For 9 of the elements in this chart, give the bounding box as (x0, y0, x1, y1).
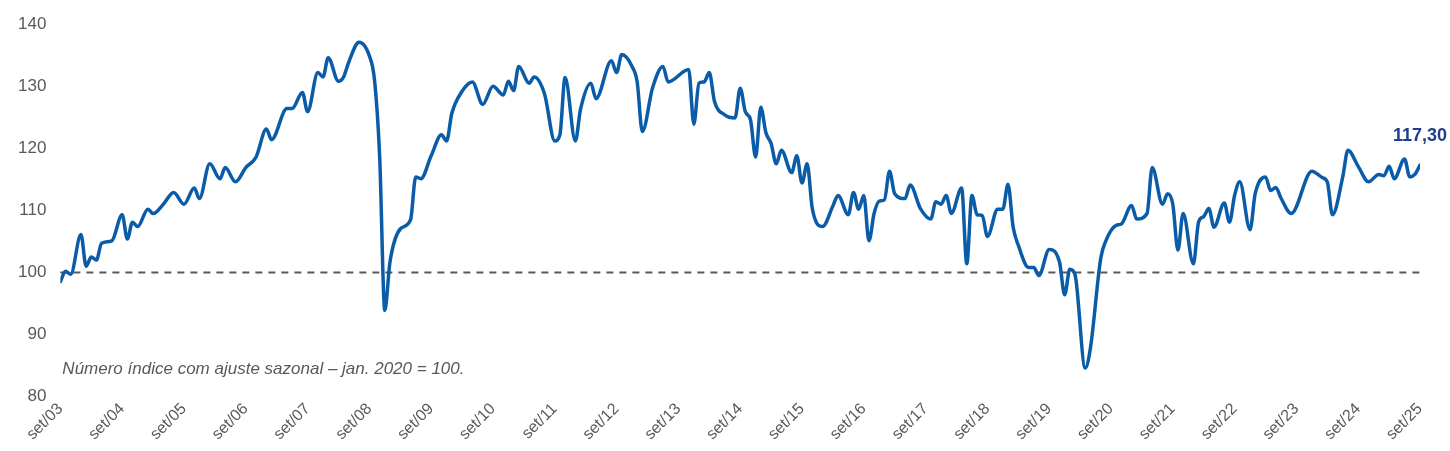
y-tick-label: 100 (17, 262, 47, 282)
y-tick-label: 120 (17, 138, 47, 158)
annotation: 117,30 (1392, 125, 1448, 146)
y-tick-label: 110 (19, 200, 47, 220)
annotation: Número índice com ajuste sazonal – jan. 2020 = 100. (62, 359, 465, 379)
y-tick-label: 140 (17, 13, 47, 33)
y-tick-label: 130 (17, 75, 47, 95)
y-tick-label: 90 (27, 324, 47, 344)
y-tick-label: 80 (27, 386, 47, 406)
